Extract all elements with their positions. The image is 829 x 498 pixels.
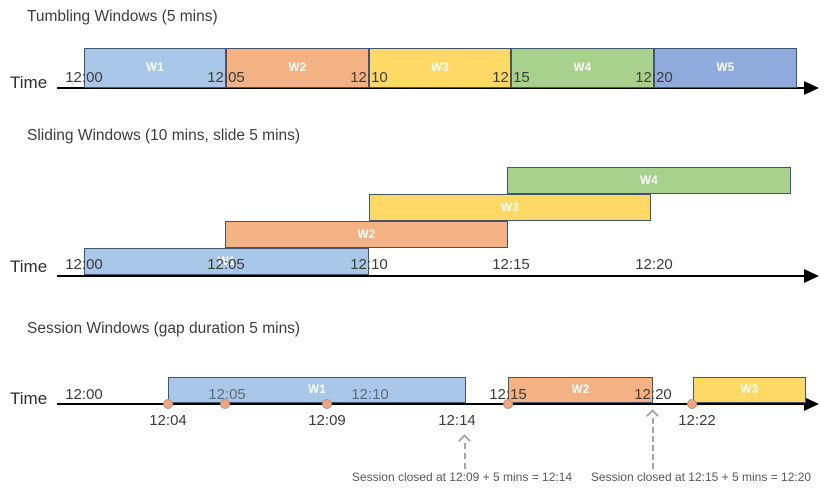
axis-tick-label: 12:20 — [635, 69, 673, 86]
axis-tick-label: 12:15 — [489, 386, 527, 403]
axis-tick-label: 12:05 — [207, 69, 245, 86]
window-label: W4 — [640, 174, 658, 187]
window-label: W1 — [308, 384, 326, 396]
window-label: W2 — [571, 384, 590, 396]
event-dot — [220, 399, 230, 409]
window-bar-w4: W4 — [511, 48, 654, 88]
axis-tick-label: 12:05 — [207, 256, 245, 273]
dashed-arrow-line — [464, 443, 466, 469]
event-time-label: 12:14 — [438, 412, 476, 429]
axis-tick-label: 12:05 — [208, 386, 246, 403]
axis-tick-label: 12:00 — [65, 386, 103, 403]
session-closed-note: Session closed at 12:15 + 5 mins = 12:20 — [590, 470, 812, 484]
event-dot — [687, 399, 697, 409]
event-time-label: 12:04 — [149, 412, 187, 429]
dashed-arrow-line — [652, 418, 654, 469]
window-bar-w4: W4 — [507, 167, 791, 194]
event-dot — [503, 399, 513, 409]
axis-tick-label: 12:15 — [492, 69, 530, 86]
window-label: W3 — [501, 201, 519, 214]
window-label: W1 — [217, 255, 236, 268]
section-title: Session Windows (gap duration 5 mins) — [27, 320, 301, 337]
window-bar-w1: W1 — [84, 48, 226, 88]
window-label: W1 — [146, 62, 164, 74]
timeline-arrowhead-icon — [804, 269, 819, 283]
window-label: W5 — [716, 62, 735, 74]
axis-tick-label: 12:00 — [65, 69, 103, 86]
timeline-axis — [57, 275, 806, 277]
up-arrow-icon — [458, 434, 471, 447]
section-title: Tumbling Windows (5 mins) — [27, 8, 218, 25]
window-bar-w3: W3 — [369, 194, 651, 221]
window-bar-w3: W3 — [369, 48, 511, 88]
axis-tick-label: 12:10 — [350, 256, 388, 273]
window-bar-w2: W2 — [226, 48, 369, 88]
window-bar-w2: W2 — [225, 221, 508, 248]
session-closed-note: Session closed at 12:09 + 5 mins = 12:14 — [351, 470, 573, 484]
window-bar-w1: W1 — [168, 377, 466, 403]
window-label: W3 — [740, 384, 759, 396]
event-dot — [163, 399, 173, 409]
window-label: W4 — [573, 62, 592, 74]
time-axis-label: Time — [10, 389, 48, 408]
timeline-axis — [57, 403, 806, 405]
window-bar-w2: W2 — [508, 377, 653, 403]
window-bar-w1: W1 — [84, 248, 369, 275]
event-dot — [322, 399, 332, 409]
axis-tick-label: 12:20 — [634, 386, 672, 403]
timeline-arrowhead-icon — [804, 397, 819, 411]
timeline-axis — [57, 87, 806, 89]
axis-tick-label: 12:20 — [635, 256, 673, 273]
event-time-label: 12:09 — [308, 412, 346, 429]
axis-tick-label: 12:00 — [65, 256, 103, 273]
axis-tick-label: 12:10 — [350, 69, 388, 86]
axis-tick-label: 12:10 — [351, 386, 389, 403]
timeline-arrowhead-icon — [804, 81, 819, 95]
window-bar-w5: W5 — [654, 48, 797, 88]
window-label: W2 — [288, 62, 307, 74]
window-label: W3 — [431, 62, 449, 74]
time-axis-label: Time — [10, 257, 48, 276]
time-axis-label: Time — [10, 73, 48, 92]
event-time-label: 12:22 — [678, 412, 716, 429]
axis-tick-label: 12:15 — [492, 256, 530, 273]
window-bar-w3: W3 — [693, 377, 806, 403]
window-label: W2 — [357, 228, 376, 241]
up-arrow-icon — [646, 409, 659, 422]
section-title: Sliding Windows (10 mins, slide 5 mins) — [27, 127, 301, 144]
